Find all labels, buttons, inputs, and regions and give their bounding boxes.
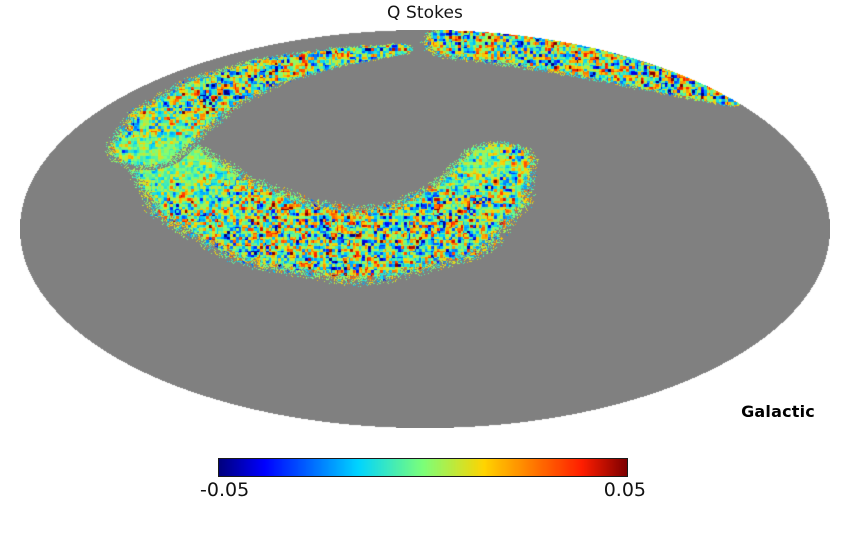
colorbar-ticklabels: -0.05 0.05 xyxy=(200,478,646,502)
colorbar-min-label: -0.05 xyxy=(200,479,250,501)
mollweide-sky-canvas xyxy=(20,30,830,428)
sky-map-panel xyxy=(20,30,830,428)
coordinate-system-label: Galactic xyxy=(741,402,815,421)
colorbar: -0.05 0.05 xyxy=(200,458,646,502)
page-title: Q Stokes xyxy=(387,3,463,23)
colorbar-canvas xyxy=(219,459,627,476)
colorbar-gradient xyxy=(218,458,628,477)
colorbar-max-label: 0.05 xyxy=(603,479,646,501)
